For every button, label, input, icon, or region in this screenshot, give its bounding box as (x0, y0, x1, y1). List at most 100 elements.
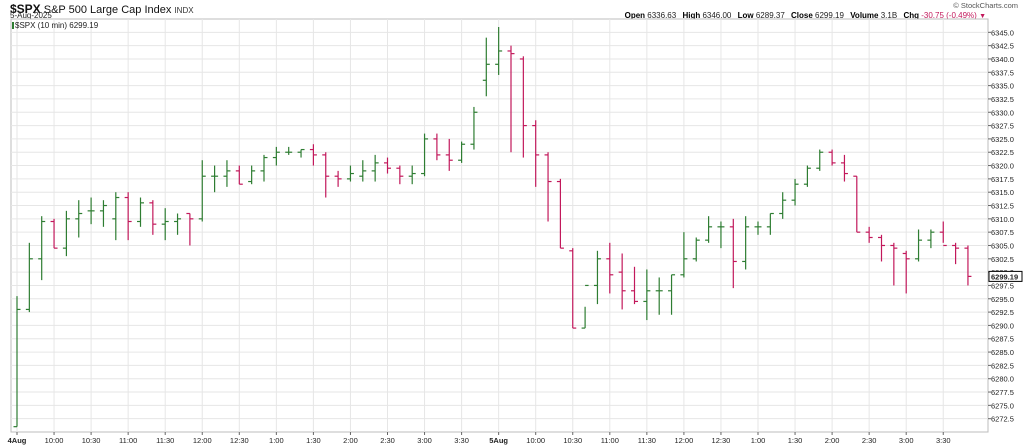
x-tick-label: 10:30 (82, 436, 101, 445)
ohlc-bar (754, 221, 762, 235)
change-value: -30.75 (-0.49%) (921, 11, 977, 20)
x-tick-label: 1:00 (751, 436, 766, 445)
y-tick-label: 6292.5 (991, 308, 1014, 317)
y-tick-label: 6277.5 (991, 388, 1014, 397)
index-name: S&P 500 Large Cap Index (43, 4, 172, 16)
ohlc-bar (124, 192, 132, 241)
ohlc-bar (915, 229, 923, 262)
ohlc-bar (13, 296, 21, 428)
ohlc-bar (408, 165, 416, 185)
ohlc-bar (618, 253, 626, 310)
y-tick-label: 6332.5 (991, 95, 1014, 104)
ohlc-bar (248, 165, 256, 185)
y-tick-label: 6310.0 (991, 215, 1014, 224)
last-price-label: 6299.19 (991, 272, 1018, 281)
ohlc-bar (631, 266, 638, 305)
ohlc-bar (840, 154, 848, 182)
x-tick-label: 2:00 (825, 436, 840, 445)
ohlc-bar (779, 192, 787, 219)
ohlc-bar (828, 149, 836, 166)
ohlc-bar (878, 234, 885, 262)
low-label: Low (737, 11, 754, 20)
y-tick-label: 6275.0 (991, 401, 1014, 410)
ohlc-bar (260, 154, 268, 182)
chart-legend: $SPX (10 min) 6299.19 (15, 21, 99, 30)
x-tick-label: 2:30 (862, 436, 877, 445)
symbol: $SPX (10, 2, 41, 16)
volume-label: Volume (850, 11, 879, 20)
ohlc-bar (593, 250, 601, 305)
ohlc-bar (174, 213, 182, 235)
ohlc-bar (371, 154, 379, 182)
ohlc-bar (668, 274, 676, 315)
ohlc-bar (532, 120, 540, 187)
y-tick-label: 6315.0 (991, 188, 1014, 197)
y-tick-label: 6280.0 (991, 375, 1014, 384)
ohlc-bar (75, 200, 83, 238)
x-tick-label: 5Aug (489, 436, 508, 445)
y-tick-label: 6320.0 (991, 162, 1014, 171)
ohlc-bar (346, 165, 354, 182)
ohlc-bar (569, 248, 577, 329)
ohlc-bar (161, 208, 169, 241)
down-arrow-icon: ▼ (979, 13, 986, 20)
x-tick-label: 1:00 (269, 436, 284, 445)
ohlc-bar (38, 216, 46, 281)
y-tick-label: 6327.5 (991, 122, 1014, 131)
x-tick-label: 10:00 (526, 436, 545, 445)
x-tick-label: 3:30 (454, 436, 469, 445)
ohlc-bar (433, 133, 441, 161)
ohlc-bar (519, 56, 527, 158)
x-tick-label: 1:30 (788, 436, 803, 445)
ohlc-bar (692, 237, 700, 262)
ohlc-bar (680, 232, 688, 278)
y-tick-label: 6337.5 (991, 68, 1014, 77)
ohlc-bar (445, 138, 453, 171)
ohlc-bar (297, 148, 305, 158)
y-tick-label: 6322.5 (991, 148, 1014, 157)
x-tick-label: 11:00 (601, 436, 619, 445)
ohlc-bar (581, 284, 589, 329)
y-tick-label: 6340.0 (991, 55, 1014, 64)
ohlc-bar (927, 229, 935, 249)
ohlc-bar (964, 245, 972, 286)
x-tick-label: 11:30 (638, 436, 656, 445)
ohlc-bar (99, 200, 107, 227)
high-value: 6346.00 (702, 11, 732, 20)
ohlc-bar (334, 170, 342, 187)
y-tick-label: 6302.5 (991, 255, 1014, 264)
ohlc-bar (396, 165, 404, 185)
y-tick-label: 6287.5 (991, 335, 1014, 344)
y-tick-label: 6305.0 (991, 241, 1014, 250)
open-label: Open (624, 11, 646, 20)
ohlc-bar (87, 197, 95, 225)
ohlc-bar (421, 133, 429, 177)
ohlc-bar (952, 242, 960, 265)
ohlc-bar (482, 37, 490, 97)
ohlc-bar (50, 218, 58, 249)
ohlc-bar (902, 250, 910, 294)
ohlc-bar (853, 175, 861, 233)
x-tick-label: 10:30 (563, 436, 582, 445)
y-tick-label: 6317.5 (991, 175, 1014, 184)
ohlc-bar (322, 152, 330, 198)
y-tick-label: 6325.0 (991, 135, 1014, 144)
ohlc-bar (235, 165, 243, 185)
ohlc-bar (495, 26, 503, 75)
x-tick-label: 3:00 (899, 436, 914, 445)
last-price-box (988, 270, 1023, 282)
chart-header: $SPX S&P 500 Large Cap Index INDX 5-Aug-… (0, 0, 1024, 22)
ohlc-bar (384, 157, 391, 174)
y-tick-label: 6330.0 (991, 108, 1014, 117)
x-tick-label: 2:30 (380, 436, 395, 445)
y-tick-label: 6312.5 (991, 202, 1014, 211)
y-tick-label: 6295.0 (991, 295, 1014, 304)
x-tick-label: 12:00 (193, 436, 212, 445)
ohlc-bar (470, 106, 478, 150)
x-tick-label: 12:00 (675, 436, 694, 445)
legend-swatch (12, 22, 14, 29)
change-label: Chg (903, 11, 919, 20)
y-tick-label: 6335.0 (991, 82, 1014, 91)
y-tick-label: 6342.5 (991, 42, 1014, 51)
